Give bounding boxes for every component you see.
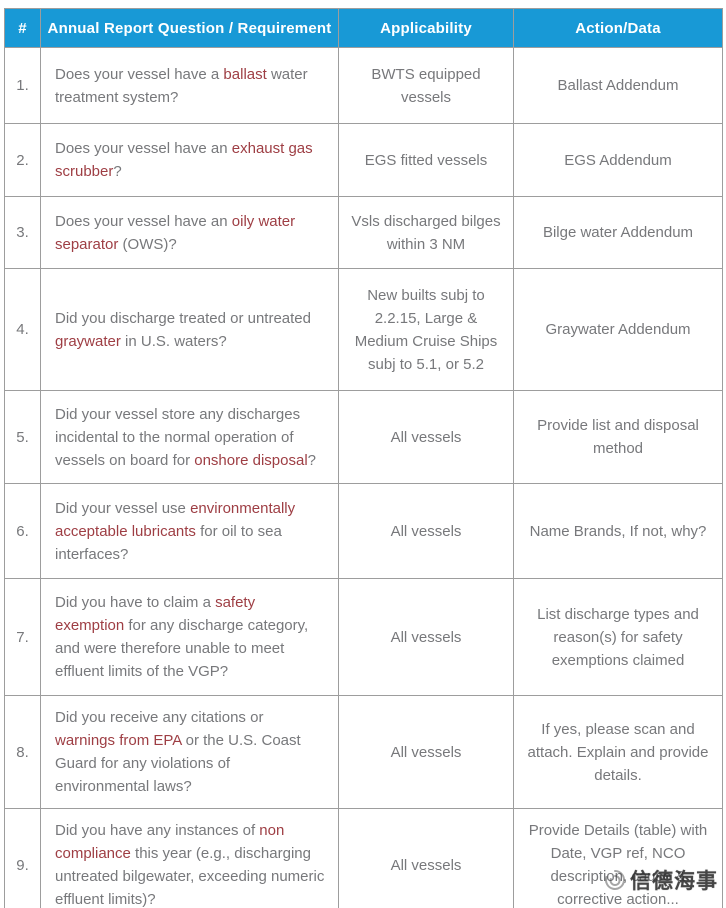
question-cell: Did your vessel store any discharges inc… — [40, 390, 339, 484]
applicability-cell: All vessels — [338, 808, 514, 908]
column-header-number: # — [4, 8, 41, 48]
annual-report-table: # Annual Report Question / Requirement A… — [4, 8, 723, 908]
action-data-cell: If yes, please scan and attach. Explain … — [513, 695, 723, 809]
table-row: 2. Does your vessel have an exhaust gas … — [4, 123, 723, 197]
applicability-cell: New builts subj to 2.2.15, Large & Mediu… — [338, 268, 514, 391]
column-header-applicability: Applicability — [338, 8, 514, 48]
question-cell: Does your vessel have an oily water sepa… — [40, 196, 339, 269]
action-data-cell: Name Brands, If not, why? — [513, 483, 723, 579]
row-number: 2. — [4, 123, 41, 197]
action-data-cell: Bilge water Addendum — [513, 196, 723, 269]
question-cell: Did you have any instances of non compli… — [40, 808, 339, 908]
question-cell: Did you discharge treated or untreated g… — [40, 268, 339, 391]
column-header-action-data: Action/Data — [513, 8, 723, 48]
action-data-cell: List discharge types and reason(s) for s… — [513, 578, 723, 696]
applicability-cell: All vessels — [338, 695, 514, 809]
applicability-cell: EGS fitted vessels — [338, 123, 514, 197]
action-data-cell: Provide list and disposal method — [513, 390, 723, 484]
applicability-cell: All vessels — [338, 390, 514, 484]
annual-report-table-wrap: # Annual Report Question / Requirement A… — [4, 8, 723, 908]
table-row: 8. Did you receive any citations or warn… — [4, 695, 723, 809]
question-cell: Did you have to claim a safety exemption… — [40, 578, 339, 696]
question-cell: Did your vessel use environmentally acce… — [40, 483, 339, 579]
action-data-cell: EGS Addendum — [513, 123, 723, 197]
question-cell: Does your vessel have an exhaust gas scr… — [40, 123, 339, 197]
table-row: 5. Did your vessel store any discharges … — [4, 390, 723, 484]
row-number: 6. — [4, 483, 41, 579]
applicability-cell: Vsls discharged bilges within 3 NM — [338, 196, 514, 269]
table-row: 9. Did you have any instances of non com… — [4, 808, 723, 908]
row-number: 4. — [4, 268, 41, 391]
table-row: 3. Does your vessel have an oily water s… — [4, 196, 723, 269]
column-header-question: Annual Report Question / Requirement — [40, 8, 339, 48]
action-data-cell: Graywater Addendum — [513, 268, 723, 391]
table-row: 6. Did your vessel use environmentally a… — [4, 483, 723, 579]
table-row: 1. Does your vessel have a ballast water… — [4, 47, 723, 124]
row-number: 7. — [4, 578, 41, 696]
question-cell: Did you receive any citations or warning… — [40, 695, 339, 809]
row-number: 3. — [4, 196, 41, 269]
applicability-cell: BWTS equipped vessels — [338, 47, 514, 124]
row-number: 8. — [4, 695, 41, 809]
action-data-cell: Provide Details (table) with Date, VGP r… — [513, 808, 723, 908]
applicability-cell: All vessels — [338, 578, 514, 696]
question-cell: Does your vessel have a ballast water tr… — [40, 47, 339, 124]
row-number: 1. — [4, 47, 41, 124]
action-data-cell: Ballast Addendum — [513, 47, 723, 124]
row-number: 9. — [4, 808, 41, 908]
table-row: 7. Did you have to claim a safety exempt… — [4, 578, 723, 696]
header-row: # Annual Report Question / Requirement A… — [4, 8, 723, 48]
table-row: 4. Did you discharge treated or untreate… — [4, 268, 723, 391]
row-number: 5. — [4, 390, 41, 484]
applicability-cell: All vessels — [338, 483, 514, 579]
